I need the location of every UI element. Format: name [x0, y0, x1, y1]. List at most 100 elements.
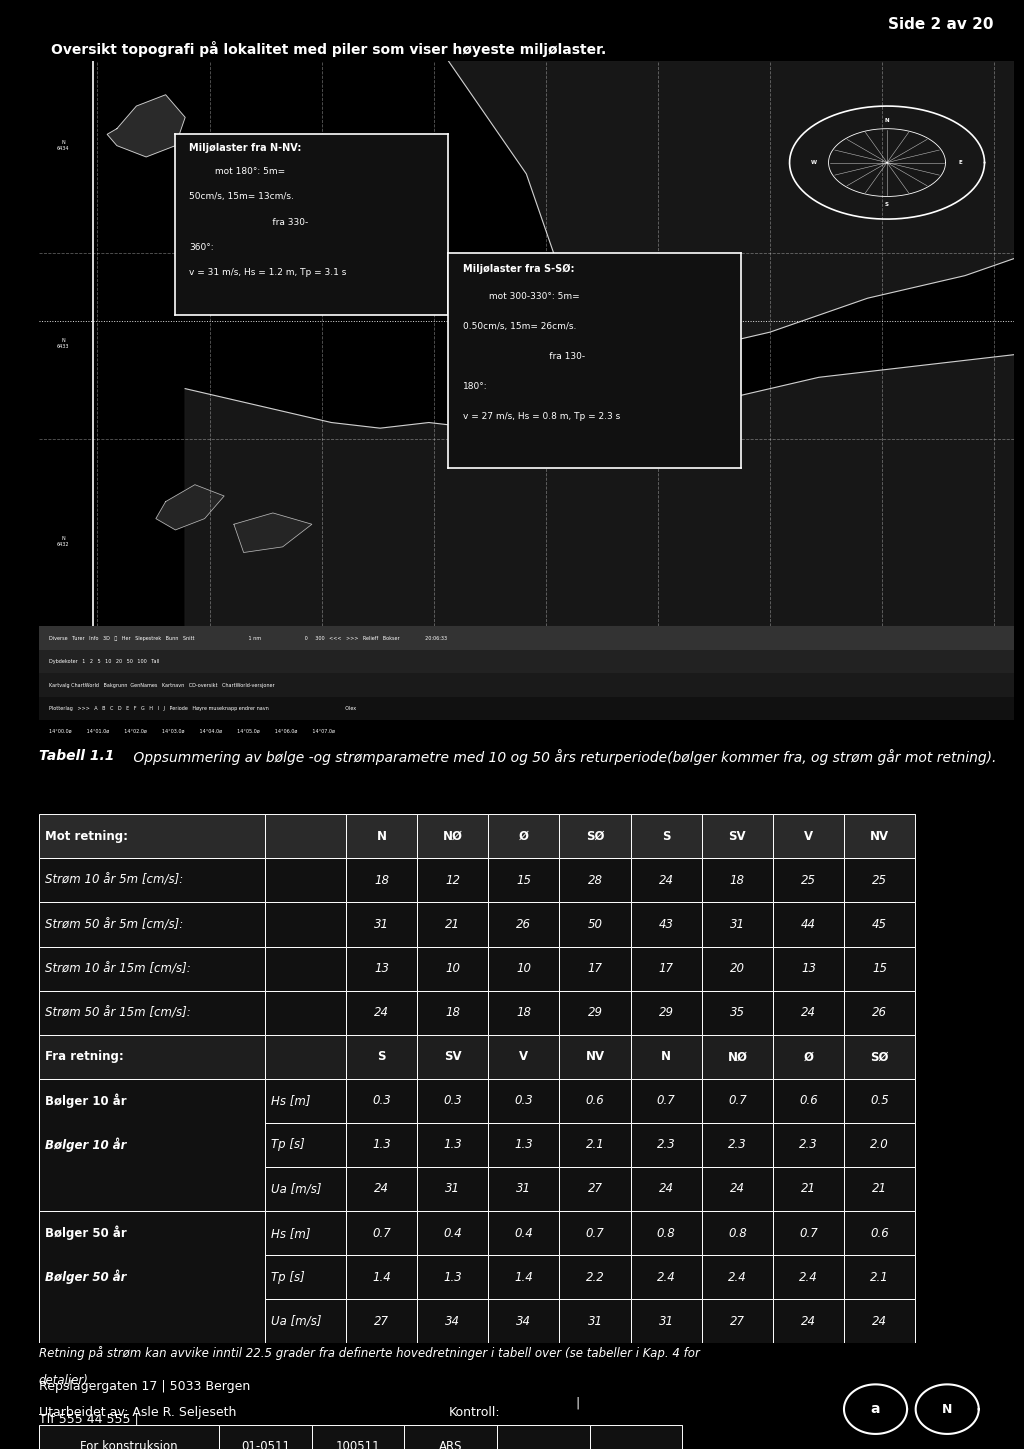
Bar — [488, 903, 559, 946]
Bar — [265, 1166, 346, 1211]
Text: mot 300-330°: 5m=: mot 300-330°: 5m= — [463, 291, 580, 300]
Bar — [631, 1211, 701, 1255]
Bar — [559, 858, 631, 903]
Bar — [773, 814, 844, 858]
Bar — [346, 1300, 417, 1343]
Text: 13: 13 — [374, 962, 389, 975]
Text: fra 330-: fra 330- — [189, 217, 308, 226]
Text: 24: 24 — [730, 1182, 744, 1195]
Bar — [559, 1166, 631, 1211]
Text: 1.4: 1.4 — [372, 1271, 391, 1284]
Bar — [39, 1424, 219, 1449]
Bar — [559, 1078, 631, 1123]
Text: 31: 31 — [374, 919, 389, 932]
Bar — [346, 903, 417, 946]
Text: 15: 15 — [516, 874, 531, 887]
Text: 25: 25 — [872, 874, 887, 887]
Bar — [39, 991, 265, 1035]
Bar — [844, 814, 915, 858]
Text: 44: 44 — [801, 919, 816, 932]
Text: N
6432: N 6432 — [57, 536, 70, 546]
Text: 0.6: 0.6 — [586, 1094, 604, 1107]
Bar — [417, 858, 488, 903]
Text: N
6433: N 6433 — [57, 338, 70, 349]
Bar — [773, 1078, 844, 1123]
Text: 31: 31 — [516, 1182, 531, 1195]
Text: Miljølaster fra S-SØ:: Miljølaster fra S-SØ: — [463, 264, 574, 274]
Text: SV: SV — [444, 1051, 462, 1064]
Text: Tlf 555 44 555 |: Tlf 555 44 555 | — [39, 1413, 138, 1426]
Text: Strøm 50 år 5m [cm/s]:: Strøm 50 år 5m [cm/s]: — [45, 919, 183, 932]
Bar — [417, 991, 488, 1035]
Polygon shape — [205, 219, 380, 298]
Bar — [39, 649, 1014, 674]
Bar — [39, 903, 265, 946]
Bar — [590, 1424, 682, 1449]
Text: v = 27 m/s, Hs = 0.8 m, Tp = 2.3 s: v = 27 m/s, Hs = 0.8 m, Tp = 2.3 s — [463, 412, 621, 420]
Polygon shape — [156, 484, 224, 530]
Bar — [488, 946, 559, 991]
Text: 26: 26 — [516, 919, 531, 932]
Text: V: V — [804, 830, 813, 843]
Text: 1.3: 1.3 — [443, 1139, 462, 1152]
Polygon shape — [233, 513, 312, 552]
Text: 24: 24 — [801, 1314, 816, 1327]
Text: 35: 35 — [730, 1006, 744, 1019]
Text: 0.7: 0.7 — [372, 1226, 391, 1239]
Bar — [488, 1300, 559, 1343]
Text: 0.7: 0.7 — [728, 1094, 746, 1107]
Bar — [559, 946, 631, 991]
Text: NØ: NØ — [727, 1051, 748, 1064]
Text: 2.1: 2.1 — [870, 1271, 889, 1284]
Text: |: | — [575, 1397, 580, 1408]
Text: 0.3: 0.3 — [514, 1094, 534, 1107]
Text: NV: NV — [870, 830, 889, 843]
Bar — [844, 1211, 915, 1255]
Bar — [773, 1123, 844, 1166]
Text: Tp [s]: Tp [s] — [271, 1271, 305, 1284]
Bar — [39, 1035, 265, 1078]
Bar — [39, 697, 1014, 720]
Bar — [773, 1211, 844, 1255]
Bar — [488, 991, 559, 1035]
Text: Side 2 av 20: Side 2 av 20 — [888, 17, 993, 32]
Text: 0.7: 0.7 — [799, 1226, 818, 1239]
Text: 27: 27 — [374, 1314, 389, 1327]
Text: 24: 24 — [658, 874, 674, 887]
Text: 10: 10 — [445, 962, 460, 975]
Bar — [417, 1166, 488, 1211]
Text: Hs [m]: Hs [m] — [271, 1226, 310, 1239]
Text: Ua [m/s]: Ua [m/s] — [271, 1182, 322, 1195]
Bar — [265, 1035, 346, 1078]
Text: 0.8: 0.8 — [656, 1226, 676, 1239]
Text: 18: 18 — [516, 1006, 531, 1019]
Text: N: N — [942, 1403, 952, 1416]
Text: 21: 21 — [801, 1182, 816, 1195]
Bar — [701, 1078, 773, 1123]
Bar — [219, 1424, 312, 1449]
Text: 360°:: 360°: — [189, 243, 214, 252]
Bar — [701, 814, 773, 858]
Bar — [631, 1035, 701, 1078]
Bar — [39, 946, 265, 991]
Bar — [404, 1424, 497, 1449]
Bar — [265, 1255, 346, 1300]
Polygon shape — [449, 61, 1014, 343]
Bar — [265, 1078, 346, 1123]
Bar — [844, 1123, 915, 1166]
Bar — [497, 1424, 590, 1449]
Bar — [312, 1424, 404, 1449]
Text: 0.6: 0.6 — [870, 1226, 889, 1239]
Bar — [417, 903, 488, 946]
Text: S: S — [885, 203, 889, 207]
Bar — [488, 1211, 559, 1255]
Text: 2.2: 2.2 — [586, 1271, 604, 1284]
Bar — [701, 1123, 773, 1166]
Bar — [488, 814, 559, 858]
Text: v = 31 m/s, Hs = 1.2 m, Tp = 3.1 s: v = 31 m/s, Hs = 1.2 m, Tp = 3.1 s — [189, 268, 346, 277]
Bar — [39, 1211, 265, 1255]
Text: Ø: Ø — [804, 1051, 813, 1064]
Text: 2.4: 2.4 — [799, 1271, 818, 1284]
Text: 0.3: 0.3 — [372, 1094, 391, 1107]
Text: 2.3: 2.3 — [728, 1139, 746, 1152]
